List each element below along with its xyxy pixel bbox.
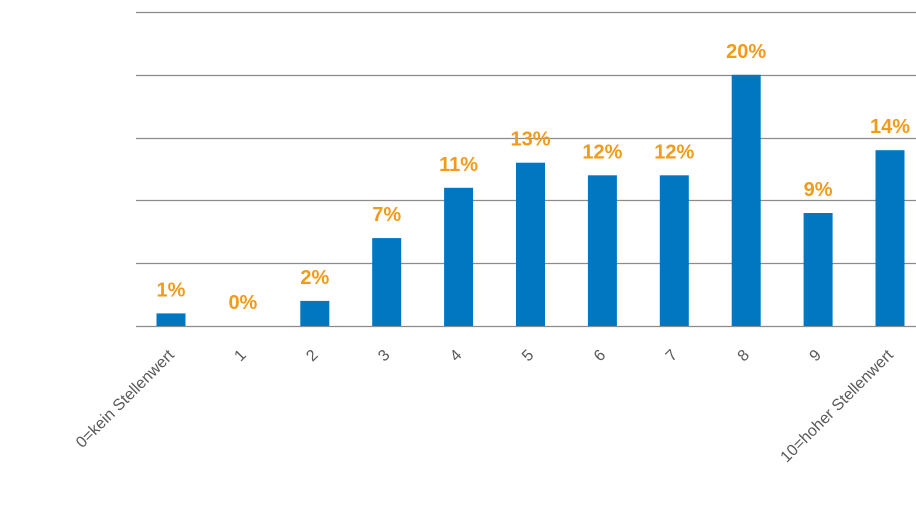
bars bbox=[156, 74, 905, 326]
bar bbox=[587, 175, 617, 326]
data-label: 1% bbox=[157, 279, 186, 301]
data-label: 13% bbox=[510, 129, 550, 151]
x-tick-label: 3 bbox=[375, 347, 393, 365]
x-tick-label: 1 bbox=[231, 347, 249, 365]
data-label: 20% bbox=[726, 41, 766, 63]
data-labels: 1% 0% 2% 7% 11% 13% 12% 12% 20% 9% 14% bbox=[157, 41, 911, 314]
x-tick-label: 5 bbox=[519, 347, 537, 365]
x-tick-label: 6 bbox=[591, 347, 609, 365]
data-label: 12% bbox=[582, 141, 622, 163]
data-label: 12% bbox=[654, 141, 694, 163]
x-tick-labels: 0=kein Stellenwert 1 2 3 4 5 6 7 8 910=hoher Stel… bbox=[73, 346, 897, 466]
bar bbox=[372, 238, 402, 326]
data-label: 0% bbox=[228, 292, 257, 314]
bar bbox=[659, 175, 689, 326]
x-tick-label: 7 bbox=[663, 347, 681, 365]
x-tick-label: 8 bbox=[735, 347, 753, 365]
bar bbox=[875, 150, 905, 326]
x-tick-label: 4 bbox=[447, 347, 465, 365]
data-label: 11% bbox=[439, 154, 478, 176]
x-tick-label: 9 bbox=[807, 347, 825, 365]
bar bbox=[156, 313, 186, 326]
bar bbox=[444, 187, 474, 326]
x-tick-label: 0=kein Stellenwert bbox=[73, 346, 178, 451]
bar bbox=[516, 162, 545, 326]
data-label: 14% bbox=[870, 116, 910, 138]
data-label: 7% bbox=[372, 204, 401, 226]
data-label: 2% bbox=[300, 267, 329, 289]
bar bbox=[731, 74, 761, 326]
bar bbox=[803, 213, 833, 326]
x-tick-label: 2 bbox=[303, 347, 321, 365]
x-tick-label: 10=hoher Stellenwert bbox=[778, 346, 898, 466]
bar bbox=[300, 300, 330, 326]
data-label: 9% bbox=[804, 179, 833, 201]
